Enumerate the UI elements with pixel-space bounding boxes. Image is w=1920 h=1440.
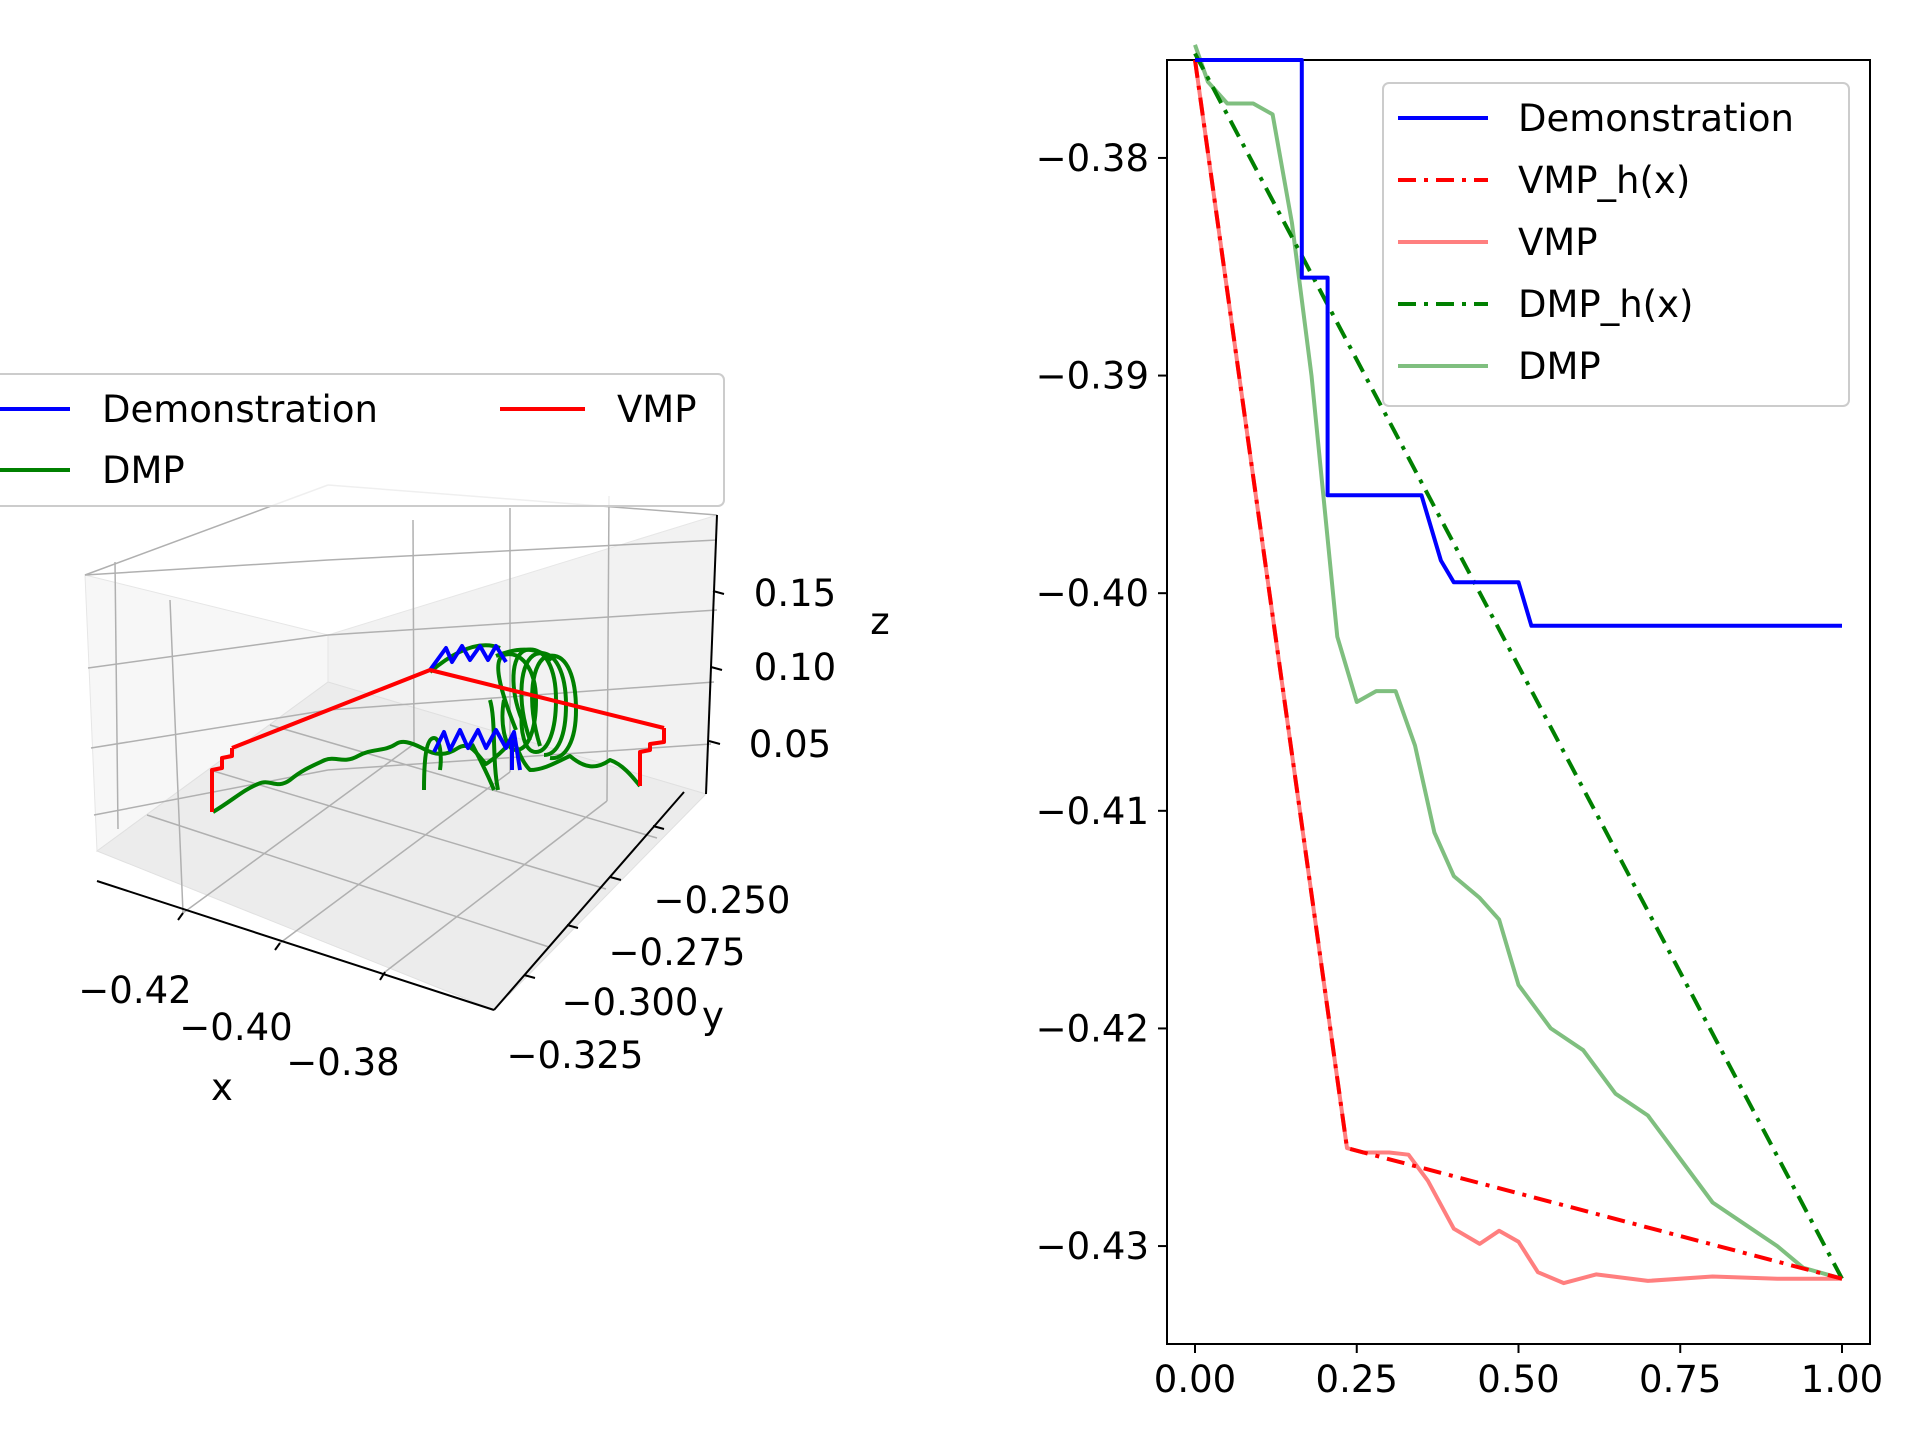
- legend-2d-frame: [1382, 82, 1850, 407]
- x-tick-label: 0.50: [1477, 1358, 1559, 1401]
- x-tick-label-3d: −0.42: [78, 969, 191, 1012]
- legend-2d-items: Demonstration VMP_h(x) VMP DMP_h(x) DMP: [1398, 97, 1794, 388]
- y-tick-label-3d: −0.325: [507, 1034, 644, 1077]
- series-2d: [1193, 44, 1844, 1286]
- x-tick-label: 1.00: [1801, 1358, 1883, 1401]
- plot-3d: −0.42−0.40−0.38 −0.250 −0.275 −0.300 −0.325 0…: [0, 373, 890, 1109]
- legend-3d-label-vmp: VMP: [617, 388, 697, 431]
- y-tick-label: −0.42: [1036, 1007, 1149, 1050]
- y-tick-label: −0.41: [1036, 790, 1149, 833]
- grid-3d: [84, 484, 718, 973]
- x-tick-label: 0.75: [1639, 1358, 1721, 1401]
- legend-label: DMP: [1518, 345, 1601, 388]
- z-axis-label-3d: z: [870, 600, 889, 643]
- legend-label: VMP_h(x): [1518, 159, 1690, 202]
- legend-3d-label-dmp: DMP: [102, 449, 185, 492]
- legend-2d: Demonstration VMP_h(x) VMP DMP_h(x) DMP: [1382, 82, 1850, 407]
- y-tick-label: −0.40: [1036, 572, 1149, 615]
- series-line-dmp: [1193, 44, 1843, 1281]
- x-tick-label: 0.00: [1154, 1358, 1236, 1401]
- y-tick-label: −0.43: [1036, 1225, 1149, 1268]
- z-tick-label-3d: 0.05: [749, 723, 831, 766]
- series-line-demonstration: [1195, 58, 1842, 628]
- x-tick-label: 0.25: [1316, 1358, 1398, 1401]
- tick-labels-3d: −0.42−0.40−0.38 −0.250 −0.275 −0.300 −0.325 0…: [78, 572, 836, 1084]
- y-ticks: −0.38 −0.39 −0.40 −0.41 −0.42 −0.43: [1036, 137, 1167, 1268]
- series-3d-vmp: [210, 668, 666, 812]
- axes-3d: [96, 514, 718, 1011]
- legend-label: VMP: [1518, 221, 1598, 264]
- series-line-vmp: [1193, 59, 1842, 1286]
- series-3d-demonstration: [428, 644, 522, 771]
- x-ticks: 0.00 0.25 0.50 0.75 1.00: [1154, 1344, 1883, 1401]
- y-tick-label-3d: −0.275: [609, 931, 746, 974]
- y-tick-label-3d: −0.300: [562, 981, 699, 1024]
- x-axis-label-3d: x: [211, 1066, 233, 1109]
- z-tick-label-3d: 0.10: [754, 646, 836, 689]
- y-tick-label-3d: −0.250: [654, 879, 791, 922]
- legend-label: DMP_h(x): [1518, 283, 1693, 326]
- legend-label: Demonstration: [1518, 97, 1794, 140]
- legend-3d: Demonstration VMP DMP: [0, 373, 725, 507]
- x-tick-label-3d: −0.40: [179, 1006, 292, 1049]
- legend-3d-label-demonstration: Demonstration: [102, 388, 378, 431]
- ticks-3d: [177, 590, 725, 981]
- y-tick-label: −0.38: [1036, 137, 1149, 180]
- z-tick-label-3d: 0.15: [754, 572, 836, 615]
- y-tick-label: −0.39: [1036, 355, 1149, 398]
- plot-2d: −0.38−0.39−0.40−0.41−0.42−0.43 0.00 0.25 0…: [1036, 44, 1883, 1401]
- y-axis-label-3d: y: [702, 994, 724, 1037]
- x-tick-label-3d: −0.38: [286, 1041, 399, 1084]
